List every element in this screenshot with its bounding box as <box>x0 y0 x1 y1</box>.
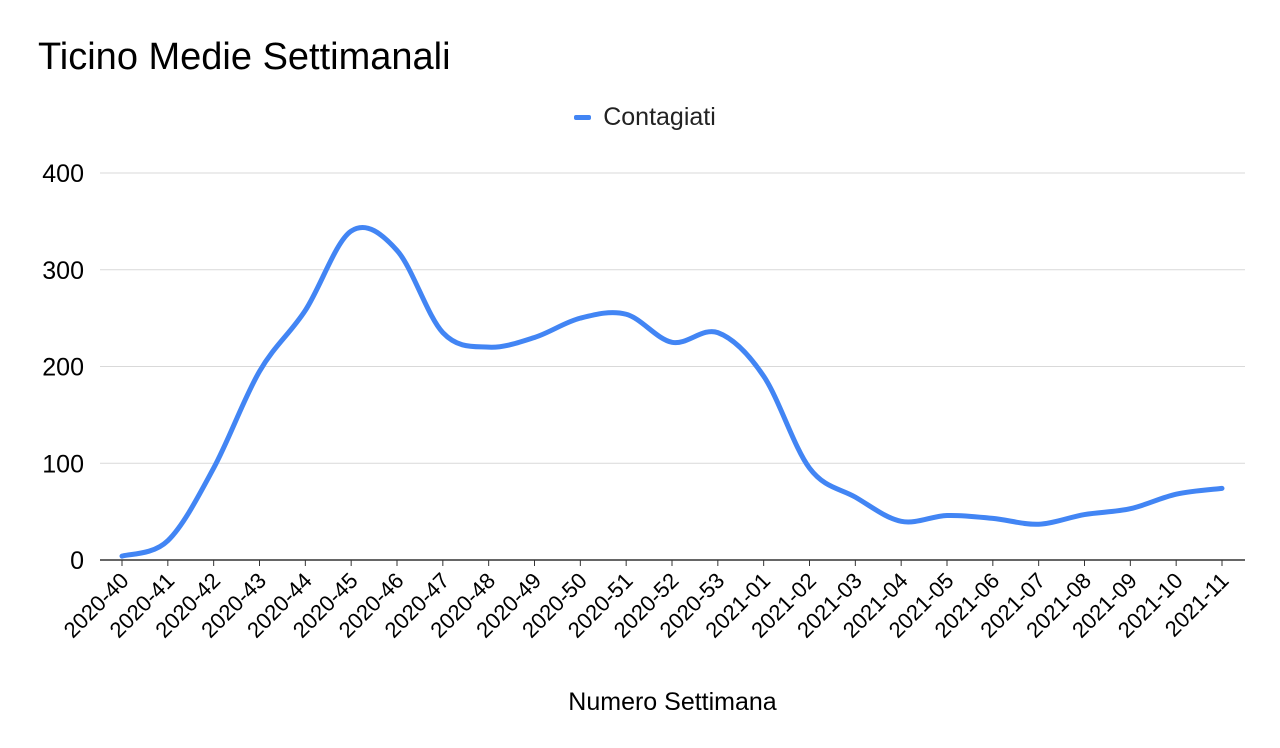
data-point[interactable] <box>302 307 308 313</box>
chart-title: Ticino Medie Settimanali <box>38 36 451 78</box>
y-tick-label: 100 <box>42 450 84 478</box>
data-point[interactable] <box>1127 506 1133 512</box>
legend-label: Contagiati <box>603 103 716 131</box>
data-point[interactable] <box>257 368 263 374</box>
data-point[interactable] <box>211 465 217 471</box>
data-point[interactable] <box>761 373 767 379</box>
data-point[interactable] <box>669 339 675 345</box>
data-point[interactable] <box>577 315 583 321</box>
series-layer <box>119 225 1225 559</box>
data-point[interactable] <box>394 247 400 253</box>
data-point[interactable] <box>119 553 125 559</box>
y-tick-label: 0 <box>70 547 84 575</box>
y-tick-label: 300 <box>42 257 84 285</box>
y-axis-ticks: 0 100 200 300 400 <box>42 160 84 575</box>
data-point[interactable] <box>990 515 996 521</box>
data-point[interactable] <box>623 311 629 317</box>
series-line-contagiati[interactable] <box>119 225 1225 559</box>
x-axis-title: Numero Settimana <box>568 688 777 716</box>
data-point[interactable] <box>1082 512 1088 518</box>
data-point[interactable] <box>715 330 721 336</box>
y-tick-label: 400 <box>42 160 84 188</box>
legend-item-contagiati[interactable]: Contagiati <box>574 103 716 132</box>
data-point[interactable] <box>532 334 538 340</box>
data-point[interactable] <box>852 494 858 500</box>
legend-swatch <box>574 115 592 120</box>
data-point[interactable] <box>1219 485 1225 491</box>
data-point[interactable] <box>1173 491 1179 497</box>
legend: Contagiati <box>0 103 1280 132</box>
data-point[interactable] <box>1036 521 1042 527</box>
data-point[interactable] <box>898 518 904 524</box>
data-point[interactable] <box>486 344 492 350</box>
data-point[interactable] <box>348 228 354 234</box>
gridlines <box>100 172 1245 561</box>
data-point[interactable] <box>440 330 446 336</box>
data-point[interactable] <box>807 465 813 471</box>
data-point[interactable] <box>944 512 950 518</box>
y-tick-label: 200 <box>42 354 84 382</box>
data-point[interactable] <box>165 538 171 544</box>
x-axis-ticks: 2020-402020-412020-422020-432020-442020-… <box>59 560 1234 643</box>
